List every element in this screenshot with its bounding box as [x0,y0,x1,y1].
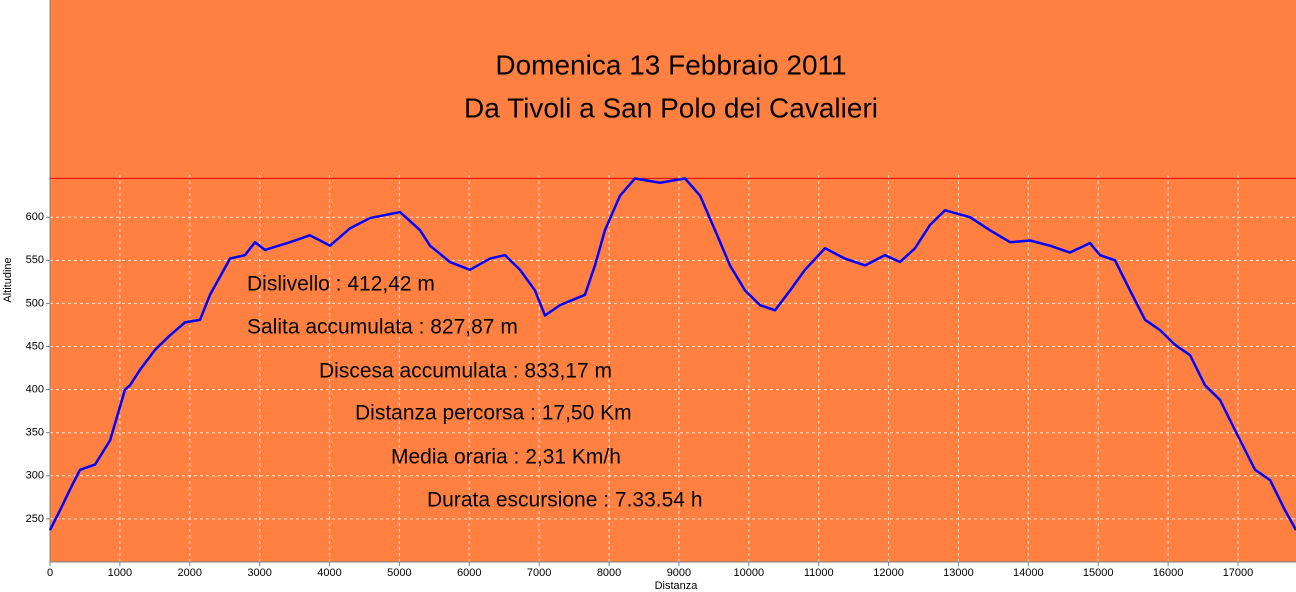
y-tick-label: 450 [26,340,44,352]
x-tick-label: 6000 [457,567,481,579]
y-tick-label: 550 [26,254,44,266]
x-tick-label: 2000 [178,567,202,579]
x-tick-label: 17000 [1223,567,1254,579]
x-tick-label: 13000 [943,567,974,579]
y-tick-label: 600 [26,211,44,223]
plot-area [50,0,1296,562]
stat-annotation: Durata escursione : 7.33.54 h [427,489,703,512]
x-tick-label: 11000 [804,567,834,579]
x-tick-label: 0 [47,567,53,579]
x-tick-label: 9000 [667,567,691,579]
profile-line [48,177,1296,531]
stat-annotation: Dislivello : 412,42 m [247,273,435,296]
stat-annotation: Salita accumulata : 827,87 m [247,316,518,339]
x-tick-label: 8000 [597,567,621,579]
x-tick-label: 3000 [247,567,271,579]
y-tick-label: 350 [26,427,44,439]
x-axis-label: Distanza [655,580,699,592]
stat-annotation: Discesa accumulata : 833,17 m [319,360,612,383]
x-tick-label: 7000 [527,567,551,579]
y-axis-label: Altitudine [2,257,14,302]
x-tick-label: 16000 [1153,567,1184,579]
x-tick-label: 5000 [387,567,411,579]
x-tick-label: 12000 [873,567,904,579]
stat-annotation: Media oraria : 2,31 Km/h [391,446,621,469]
y-tick-label: 500 [26,297,44,309]
x-tick-label: 15000 [1083,567,1114,579]
x-tick-label: 1000 [108,567,132,579]
x-tick-label: 14000 [1013,567,1044,579]
y-tick-label: 300 [26,470,44,482]
x-tick-label: 4000 [317,567,341,579]
x-tick-label: 10000 [734,567,765,579]
chart-title: Domenica 13 Febbraio 2011 [495,49,846,80]
stat-annotation: Distanza percorsa : 17,50 Km [355,402,632,425]
y-tick-label: 400 [26,384,44,396]
y-tick-label: 250 [26,513,44,525]
chart-subtitle: Da Tivoli a San Polo dei Cavalieri [464,92,878,123]
